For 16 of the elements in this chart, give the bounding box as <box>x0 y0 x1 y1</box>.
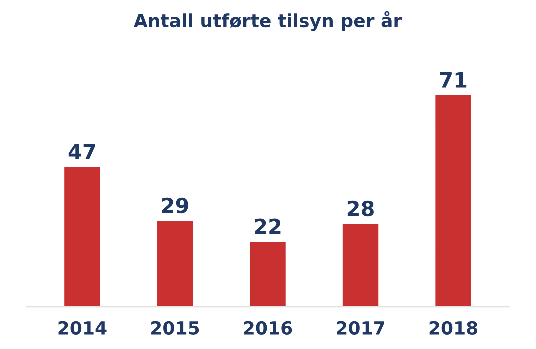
data-label: 28 <box>348 200 374 217</box>
bar <box>156 220 194 308</box>
data-label: 29 <box>162 198 188 214</box>
x-tick-label: 2018 <box>430 321 478 335</box>
chart-title: Antall utførte tilsyn per år <box>134 11 402 32</box>
data-label: 22 <box>255 218 281 234</box>
bar <box>434 94 473 308</box>
x-tick-label: 2015 <box>152 321 200 335</box>
bar <box>63 166 102 308</box>
data-label: 71 <box>440 72 467 88</box>
data-label: 47 <box>68 144 96 160</box>
x-tick-label: 2017 <box>337 321 384 335</box>
bar <box>248 240 288 308</box>
bar <box>342 222 380 308</box>
x-tick-label: 2016 <box>244 321 292 335</box>
x-tick-label: 2014 <box>58 321 107 335</box>
